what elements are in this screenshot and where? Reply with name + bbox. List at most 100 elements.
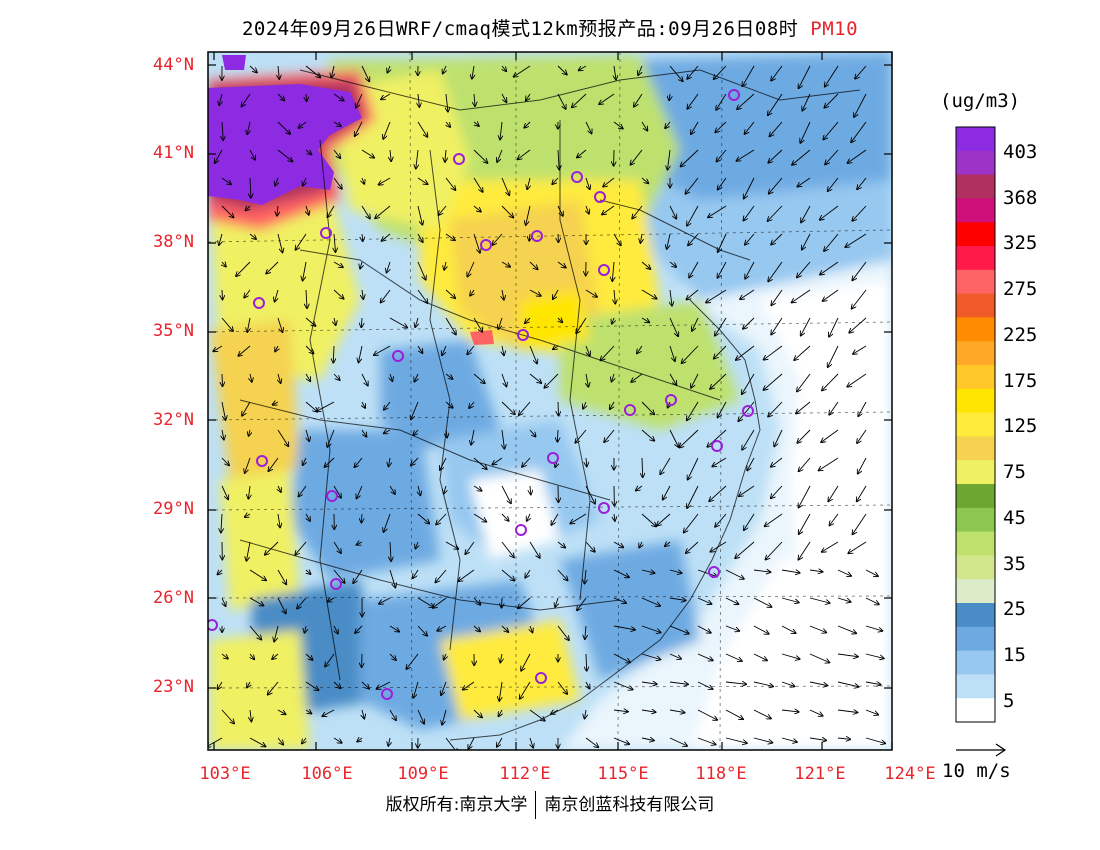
wind-arrow (697, 653, 713, 660)
wind-arrow (613, 121, 623, 129)
wind-arrow (470, 289, 474, 296)
wind-arrow (848, 541, 867, 553)
wind-arrow (277, 597, 286, 613)
wind-arrow (502, 289, 504, 300)
colorbar-segment (956, 555, 995, 580)
wind-arrow (768, 401, 783, 417)
wind-arrow (781, 737, 797, 742)
wind-arrow (445, 177, 455, 190)
wind-arrow (502, 597, 503, 608)
wind-arrow (825, 65, 839, 87)
wind-arrow (275, 289, 278, 302)
wind-arrow (357, 542, 363, 545)
lon-label: 106°E (301, 764, 353, 784)
wind-arrow (498, 317, 503, 329)
wind-arrow (837, 710, 858, 713)
wind-arrow (530, 737, 533, 748)
wind-arrow (322, 709, 335, 716)
wind-arrow (716, 93, 727, 110)
wind-arrow (248, 485, 250, 499)
wind-arrow (828, 177, 839, 191)
wind-arrow (465, 541, 475, 554)
wind-arrow (586, 681, 590, 689)
wind-arrow (445, 289, 455, 298)
wind-arrow (415, 317, 418, 327)
wind-arrow (242, 401, 251, 416)
wind-arrow (418, 485, 420, 495)
lat-label: 35°N (153, 321, 194, 341)
wind-arrow (222, 597, 226, 606)
wind-arrow (854, 93, 867, 117)
city-marker (535, 672, 547, 684)
wind-arrow (242, 93, 251, 107)
wind-arrow (305, 373, 310, 381)
wind-arrow (381, 93, 391, 99)
wind-arrow (681, 149, 699, 167)
wind-arrow (679, 429, 699, 448)
wind-arrow (641, 597, 660, 606)
wind-arrow (687, 485, 699, 508)
wind-arrow (739, 485, 755, 496)
wind-arrow (766, 541, 783, 560)
wind-arrow (668, 149, 671, 170)
wind-arrow (801, 205, 811, 222)
wind-arrow (743, 205, 755, 221)
wind-arrow (828, 485, 839, 501)
wind-arrow (328, 598, 335, 602)
wind-arrow (800, 121, 811, 143)
wind-arrow (327, 205, 335, 217)
wind-arrow (764, 373, 783, 390)
wind-arrow (585, 541, 595, 552)
wind-arrow (499, 681, 502, 701)
colorbar-label: 35 (1003, 553, 1026, 575)
wind-arrow (306, 513, 310, 521)
wind-arrow (303, 177, 306, 186)
wind-arrow (443, 65, 446, 74)
wind-arrow (669, 598, 686, 600)
colorbar-segment (956, 222, 995, 247)
wind-arrow (473, 373, 485, 383)
wind-arrow (306, 429, 309, 441)
colorbar-label: 175 (1003, 370, 1038, 392)
wind-arrow (669, 737, 687, 746)
wind-arrow (847, 373, 867, 387)
wind-arrow (669, 653, 681, 659)
wind-arrow (718, 177, 727, 190)
wind-arrow (753, 625, 769, 634)
wind-arrow (641, 570, 655, 573)
wind-arrow (684, 513, 699, 533)
wind-arrow (697, 597, 712, 604)
colorbar-label: 403 (1003, 141, 1038, 163)
wind-arrow (768, 261, 783, 281)
city-marker (531, 230, 543, 242)
wind-vectors (208, 65, 885, 750)
city-marker (547, 452, 559, 464)
wind-arrow (333, 177, 342, 189)
wind-arrow (530, 625, 533, 632)
wind-arrow (691, 121, 699, 134)
wind-arrow (222, 429, 224, 440)
wind-arrow (305, 65, 320, 77)
wind-arrow (715, 317, 727, 336)
wind-arrow (585, 121, 592, 134)
wind-arrow (384, 513, 391, 532)
wind-arrow (558, 318, 562, 322)
wind-arrow (586, 373, 588, 387)
wind-arrow (250, 653, 254, 659)
wind-arrow (333, 121, 341, 126)
wind-arrow (613, 710, 628, 712)
wind-arrow (865, 709, 878, 715)
wind-arrow (501, 541, 514, 557)
wind-arrow (387, 65, 390, 73)
wind-arrow (327, 429, 335, 447)
wind-arrow (529, 709, 545, 721)
wind-arrow (641, 317, 649, 322)
wind-arrow (467, 345, 475, 354)
wind-arrow (446, 93, 448, 112)
wind-arrow (273, 402, 279, 405)
wind-arrow (298, 121, 307, 128)
wind-arrow (355, 457, 363, 467)
wind-arrow (445, 233, 455, 240)
wind-arrow (296, 233, 307, 250)
wind-arrow (829, 401, 839, 415)
